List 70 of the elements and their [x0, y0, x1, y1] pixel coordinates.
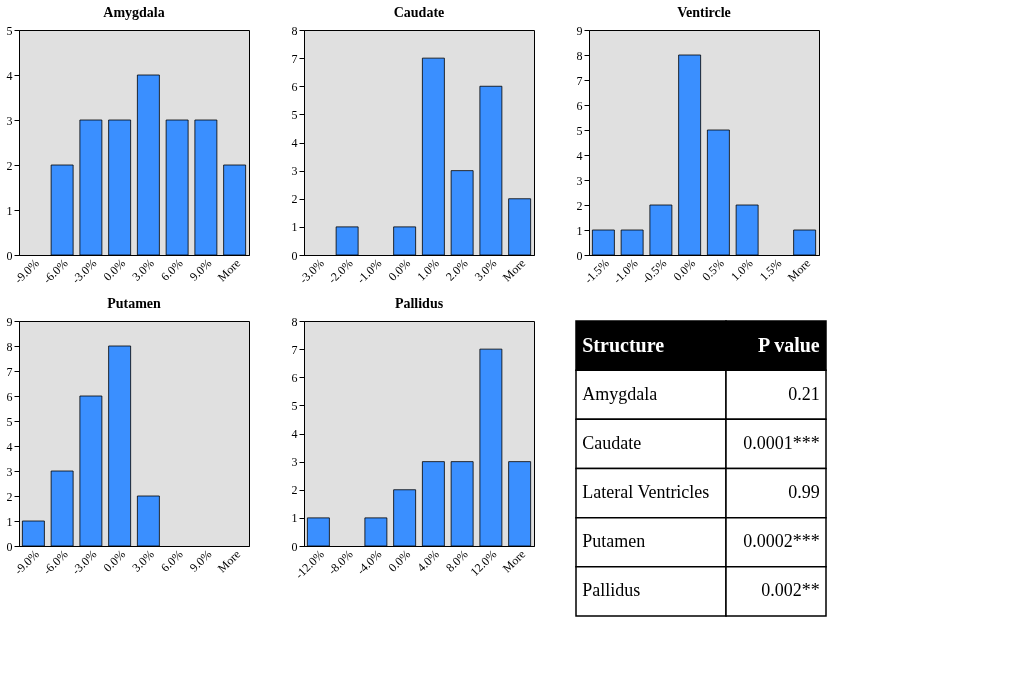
y-tick-label: 2: [291, 192, 298, 207]
text: 0.21: [788, 383, 820, 404]
text: 0.002**: [761, 580, 820, 601]
y-tick-label: 6: [6, 389, 13, 404]
y-tick-label: 4: [576, 148, 583, 163]
text: 0.0001***: [743, 432, 820, 453]
y-tick-label: 4: [6, 68, 13, 83]
y-tick-label: 0: [291, 539, 298, 554]
y-tick-label: 7: [291, 51, 298, 66]
y-tick-label: 8: [291, 23, 298, 38]
y-tick-label: 4: [6, 439, 13, 454]
x-tick-label: 0.5%: [699, 256, 727, 284]
y-tick-label: 1: [6, 514, 13, 529]
text: Putamen: [582, 531, 646, 552]
y-tick-label: 3: [291, 164, 298, 179]
text: Pallidus: [582, 580, 641, 601]
text: Lateral Ventricles: [582, 482, 710, 503]
x-tick-label: 0.0%: [100, 547, 129, 575]
y-tick-label: 0: [6, 248, 13, 263]
chart-title: Amygdala: [103, 5, 165, 20]
y-tick-label: 3: [6, 464, 13, 479]
text: Caudate: [582, 432, 642, 453]
y-tick-label: 6: [291, 370, 298, 385]
chart-title: Ventircle: [677, 5, 731, 20]
y-tick-label: 4: [291, 427, 298, 441]
y-tick-label: 1: [291, 511, 298, 526]
y-tick-label: 4: [291, 136, 298, 150]
y-tick-label: 1: [291, 220, 298, 235]
y-tick-label: 2: [6, 158, 13, 173]
y-tick-label: 8: [576, 48, 583, 63]
text: P value: [758, 333, 820, 356]
text: 0.0002***: [743, 531, 820, 552]
y-tick-label: 2: [576, 198, 583, 213]
x-tick-label: 6.0%: [158, 256, 186, 284]
x-tick-label: 0.0%: [385, 256, 414, 284]
y-tick-label: 5: [576, 123, 583, 138]
x-tick-label: 6.0%: [158, 547, 186, 575]
y-tick-label: 5: [291, 107, 298, 122]
text: Amygdala: [582, 383, 658, 404]
y-tick-label: 2: [6, 489, 13, 504]
y-tick-label: 9: [576, 23, 583, 38]
y-tick-label: 7: [6, 364, 13, 379]
y-tick-label: 3: [291, 455, 298, 470]
y-tick-label: 3: [576, 173, 583, 188]
y-tick-label: 8: [291, 314, 298, 329]
y-tick-label: 8: [6, 339, 13, 354]
x-tick-label: 4.0%: [414, 547, 442, 575]
text: 0.99: [788, 482, 820, 503]
y-tick-label: 5: [291, 398, 298, 413]
y-tick-label: 1: [6, 203, 13, 218]
y-tick-label: 7: [576, 73, 583, 88]
chart-title: Pallidus: [394, 296, 444, 311]
y-tick-label: 0: [291, 248, 298, 263]
y-tick-label: 5: [6, 23, 13, 38]
y-tick-label: 2: [291, 483, 298, 498]
y-tick-label: 0: [576, 248, 583, 263]
x-tick-label: 0.0%: [670, 256, 699, 284]
y-tick-label: 7: [291, 342, 298, 357]
text: Structure: [582, 333, 665, 356]
y-tick-label: 6: [576, 98, 583, 113]
x-tick-label: 0.0%: [100, 256, 129, 284]
y-tick-label: 1: [576, 223, 583, 238]
y-tick-label: 3: [6, 113, 13, 128]
chart-title: Putamen: [107, 296, 162, 311]
y-tick-label: 9: [6, 314, 13, 329]
y-tick-label: 6: [291, 79, 298, 94]
y-tick-label: 5: [6, 414, 13, 429]
chart-title: Caudate: [393, 5, 445, 20]
x-tick-label: 0.0%: [385, 547, 414, 575]
y-tick-label: 0: [6, 539, 13, 554]
